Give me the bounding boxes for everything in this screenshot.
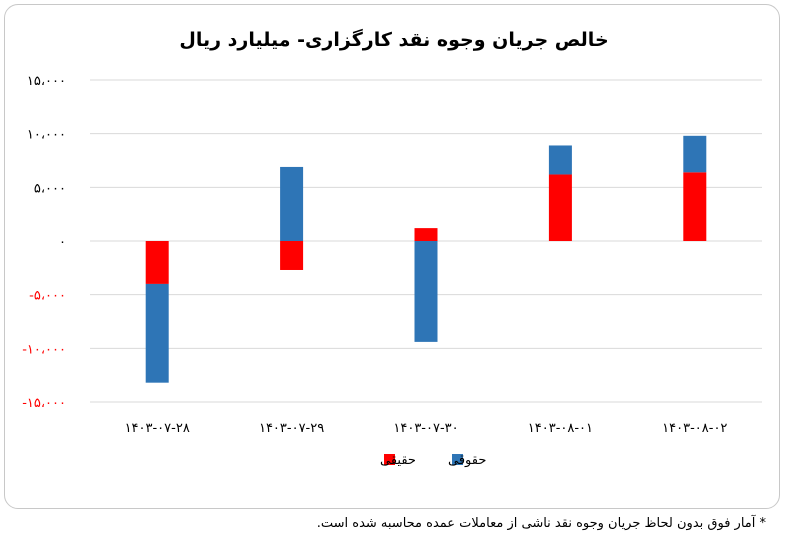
chart-title: خالص جریان وجوه نقد کارگزاری- میلیارد ری… [179, 28, 608, 51]
x-tick-label: ۱۴۰۳-۰۷-۲۹ [259, 421, 324, 436]
bar-hoghooghi [548, 145, 572, 175]
y-tick-label: -۵،۰۰۰ [29, 289, 66, 304]
legend-swatch [384, 454, 395, 465]
bar-hoghooghi [414, 241, 438, 342]
y-tick-label: ۰ [59, 235, 66, 250]
legend-label: حقوقی [448, 453, 486, 468]
bar-hoghooghi [280, 166, 304, 241]
bar-haghighi [145, 241, 169, 284]
footnote: * آمار فوق بدون لحاظ جریان وجوه نقد ناشی… [316, 516, 766, 531]
y-tick-label: -۱۵،۰۰۰ [22, 396, 66, 411]
chart-frame [4, 4, 780, 509]
y-tick-label: -۱۰،۰۰۰ [22, 342, 66, 357]
bar-hoghooghi [145, 283, 169, 383]
x-tick-label: ۱۴۰۳-۰۸-۰۱ [528, 421, 593, 436]
legend-swatch [452, 454, 463, 465]
legend-label: حقیقی [380, 453, 416, 468]
y-tick-label: ۵،۰۰۰ [34, 181, 66, 196]
x-tick-label: ۱۴۰۳-۰۷-۳۰ [393, 421, 458, 436]
bar-hoghooghi [683, 135, 707, 173]
x-tick-label: ۱۴۰۳-۰۷-۲۸ [125, 421, 190, 436]
x-tick-label: ۱۴۰۳-۰۸-۰۲ [662, 421, 727, 436]
bar-haghighi [548, 174, 572, 241]
y-tick-label: ۱۰،۰۰۰ [27, 128, 66, 143]
y-tick-label: ۱۵،۰۰۰ [27, 74, 66, 89]
bar-haghighi [280, 241, 304, 270]
bar-haghighi [683, 172, 707, 241]
bar-haghighi [414, 228, 438, 241]
